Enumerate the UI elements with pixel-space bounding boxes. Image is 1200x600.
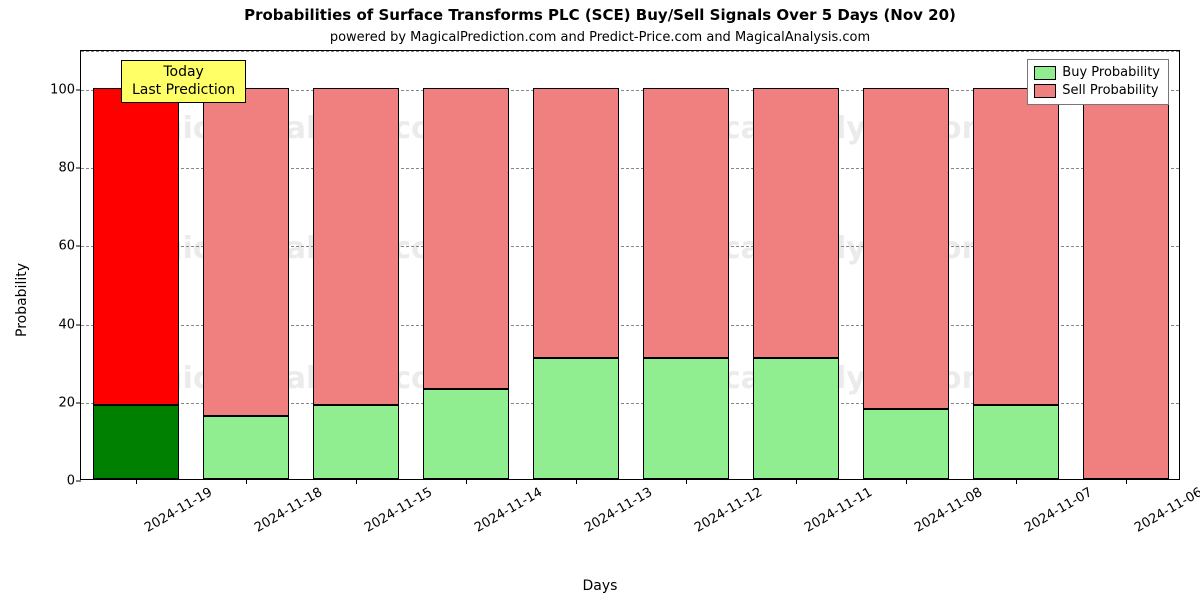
chart-title: Probabilities of Surface Transforms PLC … [0, 6, 1200, 24]
buy-bar [863, 409, 949, 479]
buy-bar [533, 358, 619, 479]
x-tick-label: 2024-11-13 [582, 485, 655, 536]
sell-bar [203, 88, 289, 416]
x-tick-mark [906, 479, 907, 484]
y-tick-label: 0 [67, 474, 75, 489]
buy-bar [203, 416, 289, 479]
legend-item: Sell Probability [1034, 82, 1160, 100]
x-tick-label: 2024-11-15 [362, 485, 435, 536]
y-tick-label: 80 [58, 161, 75, 176]
x-tick-mark [466, 479, 467, 484]
buy-bar [643, 358, 729, 479]
sell-bar [93, 88, 179, 405]
sell-bar [533, 88, 619, 358]
x-tick-mark [136, 479, 137, 484]
x-tick-label: 2024-11-12 [692, 485, 765, 536]
plot-area: MagicalAnalysis.comMagicalAnalysis.comMa… [80, 50, 1180, 480]
sell-bar [423, 88, 509, 389]
x-tick-mark [1016, 479, 1017, 484]
buy-bar [973, 405, 1059, 479]
x-tick-label: 2024-11-19 [142, 485, 215, 536]
buy-bar [93, 405, 179, 479]
x-tick-label: 2024-11-07 [1022, 485, 1095, 536]
legend-item: Buy Probability [1034, 64, 1160, 82]
buy-bar [423, 389, 509, 479]
x-tick-mark [796, 479, 797, 484]
legend-swatch [1034, 84, 1056, 98]
bars-layer [81, 51, 1179, 479]
y-tick-label: 20 [58, 395, 75, 410]
x-tick-label: 2024-11-11 [802, 485, 875, 536]
sell-bar [643, 88, 729, 358]
y-tick-label: 40 [58, 317, 75, 332]
y-axis-label: Probability [14, 263, 30, 337]
x-tick-mark [686, 479, 687, 484]
sell-bar [753, 88, 839, 358]
x-tick-label: 2024-11-18 [252, 485, 325, 536]
x-tick-label: 2024-11-06 [1132, 485, 1200, 536]
x-tick-label: 2024-11-14 [472, 485, 545, 536]
x-tick-mark [576, 479, 577, 484]
x-tick-mark [246, 479, 247, 484]
sell-bar [863, 88, 949, 409]
sell-bar [313, 88, 399, 405]
y-tick-label: 100 [50, 83, 75, 98]
buy-bar [753, 358, 839, 479]
chart-subtitle: powered by MagicalPrediction.com and Pre… [0, 30, 1200, 45]
chart-container: Probabilities of Surface Transforms PLC … [0, 0, 1200, 600]
legend-label: Buy Probability [1062, 64, 1160, 82]
today-annotation: TodayLast Prediction [121, 60, 246, 103]
x-tick-mark [1126, 479, 1127, 484]
legend-label: Sell Probability [1062, 82, 1158, 100]
buy-bar [313, 405, 399, 479]
sell-bar [1083, 88, 1169, 479]
x-tick-mark [356, 479, 357, 484]
legend: Buy ProbabilitySell Probability [1027, 59, 1169, 105]
legend-swatch [1034, 66, 1056, 80]
x-axis-label: Days [583, 578, 618, 594]
y-tick-label: 60 [58, 239, 75, 254]
y-tick-mark [76, 481, 81, 482]
sell-bar [973, 88, 1059, 405]
x-tick-label: 2024-11-08 [912, 485, 985, 536]
